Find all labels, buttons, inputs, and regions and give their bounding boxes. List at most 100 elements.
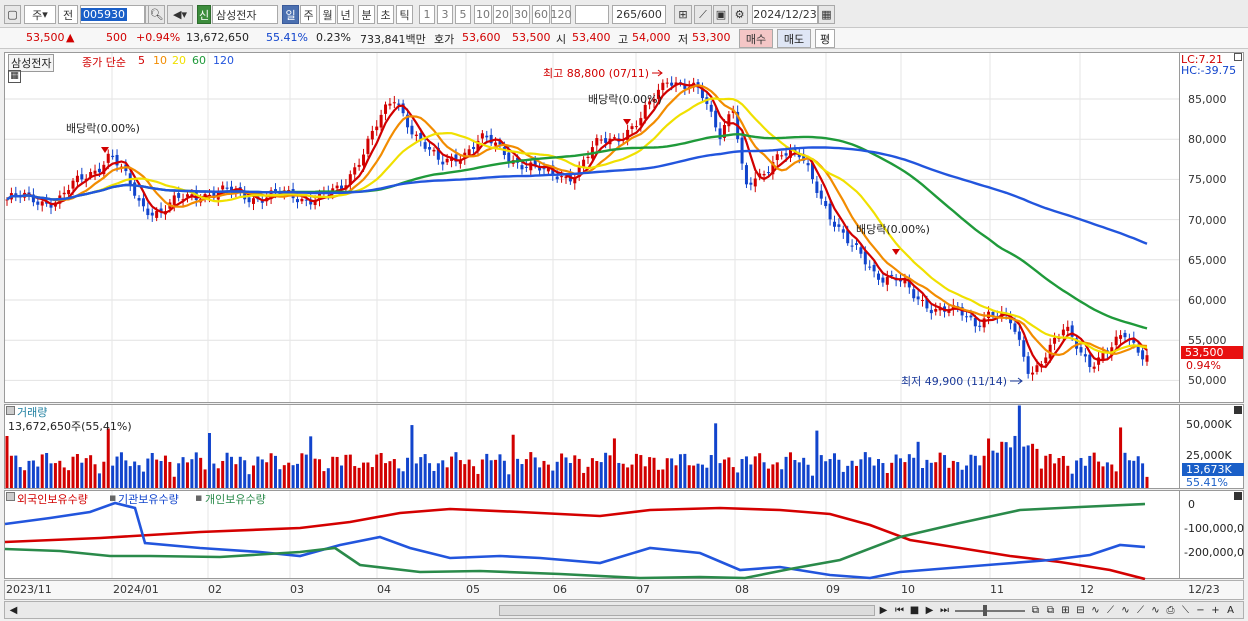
- volume-bar: [793, 460, 797, 488]
- layout-icon[interactable]: ⊟: [1076, 605, 1085, 616]
- candle-body: [40, 201, 44, 206]
- mode-button[interactable]: 전: [58, 5, 78, 24]
- save-icon[interactable]: ▣: [713, 5, 729, 24]
- number-button[interactable]: 20: [493, 5, 511, 24]
- stop-icon[interactable]: ■: [909, 605, 920, 616]
- period-select[interactable]: 주 ▾: [24, 5, 56, 24]
- interval-button[interactable]: 년: [337, 5, 354, 24]
- layout-icon[interactable]: ⧉: [1031, 605, 1040, 616]
- grid-icon[interactable]: ▦: [8, 70, 21, 83]
- number-button[interactable]: 30: [512, 5, 530, 24]
- x-axis-label: 02: [208, 583, 222, 596]
- volume-pane-icon[interactable]: [6, 406, 15, 415]
- stock-name-field[interactable]: 삼성전자: [212, 5, 278, 24]
- print-icon[interactable]: ⎙: [1166, 605, 1175, 616]
- candle-body: [648, 101, 652, 105]
- window-icon[interactable]: ▢: [4, 5, 21, 24]
- volume-bar: [560, 453, 564, 488]
- draw-icon[interactable]: ⟋: [1137, 605, 1144, 616]
- volume-bar: [155, 459, 159, 488]
- candle-body: [929, 309, 933, 314]
- interval-button[interactable]: 주: [300, 5, 317, 24]
- candle-body: [432, 149, 436, 152]
- holding-pane[interactable]: [4, 490, 1180, 579]
- zoom-thumb[interactable]: [983, 605, 987, 616]
- scroll-left-icon[interactable]: ◀: [9, 605, 18, 616]
- candle-body: [392, 102, 396, 104]
- number-button[interactable]: 3: [437, 5, 453, 24]
- volume-bar: [850, 460, 854, 488]
- candle-body: [454, 154, 458, 162]
- buy-button[interactable]: 매수: [739, 29, 773, 48]
- volume-bar: [630, 464, 634, 488]
- volume-bar: [432, 470, 436, 488]
- volume-bar: [692, 465, 696, 488]
- zoom-slider[interactable]: [955, 610, 1025, 612]
- first-icon[interactable]: ⏮: [895, 605, 904, 616]
- count-field[interactable]: 265/600: [612, 5, 666, 24]
- number-button[interactable]: 120: [551, 5, 572, 24]
- volume-bar: [27, 460, 31, 488]
- close-icon[interactable]: [1234, 406, 1242, 414]
- play-icon[interactable]: ▶: [925, 605, 934, 616]
- chart-tool-icon[interactable]: ⊞: [674, 5, 692, 24]
- candle-body: [872, 264, 876, 272]
- last-icon[interactable]: ⏭: [940, 605, 949, 616]
- number-button[interactable]: 1: [419, 5, 435, 24]
- candle-body: [278, 193, 282, 195]
- settings-gear-icon[interactable]: ⚙: [731, 5, 748, 24]
- layout-icon[interactable]: ⊞: [1061, 605, 1070, 616]
- candle-body: [177, 193, 181, 198]
- dividend-note: 배당락(0.00%): [856, 223, 930, 236]
- x-axis-label: 2024/01: [113, 583, 159, 596]
- number-button[interactable]: 5: [455, 5, 471, 24]
- layout-icon[interactable]: ⧉: [1046, 605, 1055, 616]
- dividend-note: 배당락(0.00%): [588, 93, 662, 106]
- minus-icon[interactable]: −: [1196, 605, 1205, 616]
- close-icon[interactable]: [1234, 53, 1242, 61]
- eval-button[interactable]: 평: [815, 29, 835, 48]
- date-field[interactable]: 2024/12/23: [752, 5, 818, 24]
- draw-icon[interactable]: ⟋: [1107, 605, 1114, 616]
- draw-icon[interactable]: ∿: [1091, 605, 1100, 616]
- volume-bar: [80, 462, 84, 488]
- volume-bar: [84, 458, 88, 488]
- sound-icon[interactable]: ◀▾: [167, 5, 193, 24]
- draw-icon[interactable]: ∿: [1121, 605, 1130, 616]
- scroll-thumb[interactable]: [499, 605, 875, 616]
- interval-button[interactable]: 분: [358, 5, 375, 24]
- number-button[interactable]: 10: [474, 5, 492, 24]
- volume-bar: [207, 433, 211, 488]
- draw-icon[interactable]: ∿: [1151, 605, 1160, 616]
- sell-button[interactable]: 매도: [777, 29, 811, 48]
- candle-body: [401, 103, 405, 114]
- draw-tool-icon[interactable]: ⟋: [694, 5, 712, 24]
- price-pane[interactable]: [4, 52, 1180, 403]
- volume-bar: [687, 465, 691, 488]
- x-axis-label: 04: [377, 583, 391, 596]
- candle-body: [423, 142, 427, 149]
- font-icon[interactable]: A: [1227, 605, 1234, 616]
- interval-button[interactable]: 일: [282, 5, 299, 24]
- candle-body: [467, 149, 471, 155]
- search-icon[interactable]: 🔍︎: [148, 5, 165, 24]
- blank-select[interactable]: [575, 5, 609, 24]
- interval-button[interactable]: 월: [319, 5, 336, 24]
- close-icon[interactable]: [1234, 492, 1242, 500]
- stock-code-input[interactable]: 005930: [80, 5, 145, 24]
- candle-body: [533, 160, 537, 166]
- plus-icon[interactable]: +: [1211, 605, 1220, 616]
- number-button[interactable]: 60: [532, 5, 550, 24]
- line-icon[interactable]: ⟍: [1182, 605, 1189, 616]
- calendar-icon[interactable]: ▦: [818, 5, 835, 24]
- holding-pane-icon[interactable]: [6, 492, 15, 501]
- interval-button[interactable]: 틱: [396, 5, 413, 24]
- scroll-right-icon[interactable]: ▶: [879, 605, 888, 616]
- volume-bar: [75, 454, 79, 488]
- scroll-bar[interactable]: ◀ ▶ ⏮ ■ ▶ ⏭ ⧉ ⧉ ⊞ ⊟ ∿ ⟋ ∿ ⟋ ∿ ⎙ ⟍ − + A: [4, 601, 1244, 619]
- volume-bar: [322, 471, 326, 488]
- candle-body: [916, 296, 920, 300]
- interval-button[interactable]: 초: [377, 5, 394, 24]
- stock-name-label[interactable]: 삼성전자: [8, 54, 55, 72]
- volume-bar: [599, 462, 603, 488]
